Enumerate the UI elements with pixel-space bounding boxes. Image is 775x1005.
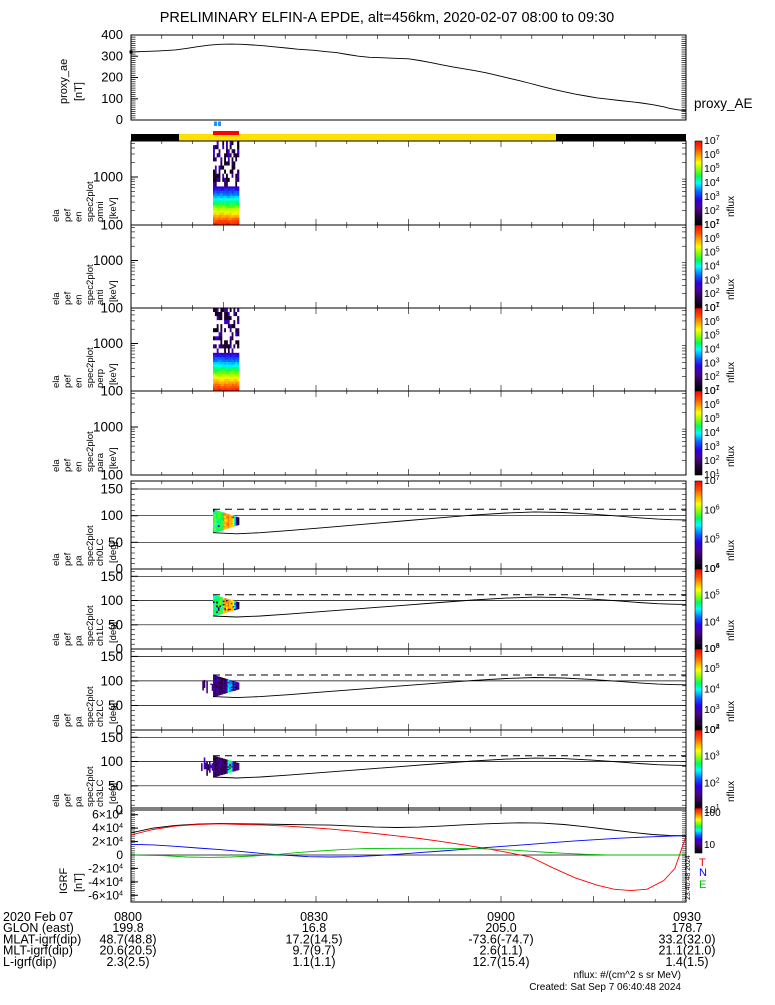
- svg-text:1.1(1.1): 1.1(1.1): [292, 955, 335, 969]
- svg-text:pa: pa: [74, 555, 85, 566]
- svg-text:perp: perp: [95, 369, 106, 388]
- svg-text:2.3(2.5): 2.3(2.5): [106, 955, 149, 969]
- svg-text:en: en: [74, 377, 85, 388]
- svg-text:150: 150: [100, 569, 123, 584]
- svg-text:ela: ela: [51, 794, 62, 807]
- svg-text:nflux: nflux: [726, 196, 737, 217]
- svg-text:150: 150: [100, 730, 123, 745]
- svg-text:pef: pef: [62, 713, 73, 727]
- svg-text:ela: ela: [51, 633, 62, 646]
- svg-text:nflux: #/(cm^2 s sr MeV): nflux: #/(cm^2 s sr MeV): [574, 970, 682, 981]
- svg-text:pa: pa: [74, 716, 85, 727]
- svg-text:nflux: nflux: [726, 781, 737, 802]
- svg-text:[nT]: [nT]: [73, 873, 85, 892]
- svg-text:6×104: 6×104: [92, 808, 123, 822]
- svg-text:1000: 1000: [93, 336, 123, 351]
- svg-text:100: 100: [100, 508, 123, 523]
- svg-text:100: 100: [100, 754, 123, 769]
- svg-text:ela: ela: [51, 209, 62, 222]
- svg-text:100: 100: [100, 593, 123, 608]
- svg-text:ch0LC: ch0LC: [95, 538, 106, 566]
- svg-text:4×104: 4×104: [92, 821, 123, 835]
- svg-text:nflux: nflux: [726, 540, 737, 561]
- svg-text:ela: ela: [51, 553, 62, 566]
- svg-text:L-igrf(dip): L-igrf(dip): [3, 955, 57, 969]
- svg-text:pa: pa: [74, 796, 85, 807]
- svg-text:en: en: [74, 294, 85, 305]
- svg-text:nflux: nflux: [726, 701, 737, 722]
- svg-text:N: N: [699, 867, 707, 879]
- svg-text:nflux: nflux: [726, 620, 737, 641]
- svg-text:100: 100: [704, 808, 721, 819]
- svg-text:150: 150: [100, 649, 123, 664]
- svg-text:100: 100: [101, 91, 123, 106]
- svg-text:1000: 1000: [93, 419, 123, 434]
- svg-text:pef: pef: [62, 793, 73, 807]
- svg-text:IGRF: IGRF: [58, 867, 70, 894]
- svg-text:2×104: 2×104: [92, 835, 123, 849]
- svg-text:ch1LC: ch1LC: [95, 618, 106, 646]
- svg-text:Created: Sat Sep 7 06:40:48 2: Created: Sat Sep 7 06:40:48 2024: [529, 982, 681, 993]
- svg-text:nflux: nflux: [726, 362, 737, 383]
- svg-text:E: E: [699, 879, 706, 891]
- svg-text:23:40:48 2024: 23:40:48 2024: [685, 855, 692, 900]
- svg-text:[keV]: [keV]: [108, 447, 119, 469]
- svg-text:[deg]: [deg]: [108, 622, 119, 643]
- svg-text:pef: pef: [62, 374, 73, 388]
- svg-text:12.7(15.4): 12.7(15.4): [473, 955, 530, 969]
- svg-text:10: 10: [704, 840, 716, 851]
- svg-text:300: 300: [101, 48, 123, 63]
- svg-text:ela: ela: [51, 292, 62, 305]
- svg-text:pef: pef: [62, 208, 73, 222]
- svg-text:PRELIMINARY ELFIN-A EPDE, alt=: PRELIMINARY ELFIN-A EPDE, alt=456km, 202…: [160, 10, 614, 26]
- svg-text:ela: ela: [51, 375, 62, 388]
- svg-text:en: en: [74, 461, 85, 472]
- svg-text:ch2LC: ch2LC: [95, 699, 106, 727]
- svg-text:para: para: [95, 452, 106, 472]
- svg-text:150: 150: [100, 482, 123, 497]
- svg-text:[keV]: [keV]: [108, 280, 119, 302]
- svg-text:pa: pa: [74, 635, 85, 646]
- svg-text:1000: 1000: [93, 169, 123, 184]
- svg-text:0: 0: [116, 848, 123, 862]
- svg-text:ela: ela: [51, 459, 62, 472]
- svg-text:proxy_AE: proxy_AE: [694, 96, 753, 111]
- svg-text:0: 0: [116, 112, 123, 127]
- svg-text:[keV]: [keV]: [108, 363, 119, 385]
- svg-text:100: 100: [100, 673, 123, 688]
- svg-text:nflux: nflux: [726, 279, 737, 300]
- svg-text:proxy_ae: proxy_ae: [58, 59, 70, 104]
- svg-text:[deg]: [deg]: [108, 703, 119, 724]
- svg-text:pef: pef: [62, 291, 73, 305]
- svg-text:[keV]: [keV]: [108, 197, 119, 219]
- svg-text:-4×104: -4×104: [88, 875, 123, 889]
- svg-text:en: en: [74, 211, 85, 222]
- svg-text:400: 400: [101, 27, 123, 42]
- svg-text:ch3LC: ch3LC: [95, 779, 106, 807]
- svg-text:[nT]: [nT]: [73, 82, 85, 101]
- svg-text:pef: pef: [62, 552, 73, 566]
- svg-text:ela: ela: [51, 714, 62, 727]
- svg-text:-2×104: -2×104: [88, 861, 123, 875]
- svg-text:[deg]: [deg]: [108, 542, 119, 563]
- svg-text:1000: 1000: [93, 253, 123, 268]
- svg-text:1.4(1.5): 1.4(1.5): [665, 955, 708, 969]
- svg-text:[deg]: [deg]: [108, 783, 119, 804]
- svg-text:omni: omni: [95, 201, 106, 222]
- svg-text:anti: anti: [95, 290, 106, 305]
- svg-text:pef: pef: [62, 458, 73, 472]
- svg-text:-6×104: -6×104: [88, 888, 123, 902]
- svg-text:nflux: nflux: [726, 446, 737, 467]
- svg-text:pef: pef: [62, 632, 73, 646]
- svg-text:200: 200: [101, 70, 123, 85]
